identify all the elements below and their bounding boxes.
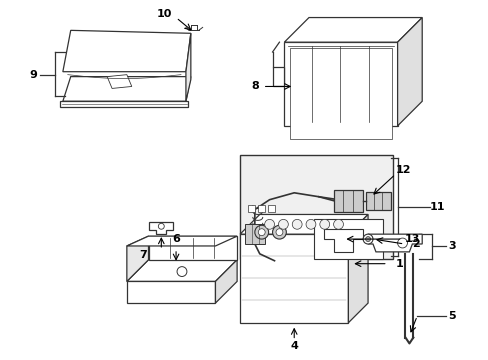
Polygon shape (347, 215, 367, 323)
Circle shape (319, 219, 329, 229)
Polygon shape (290, 48, 391, 139)
Circle shape (305, 219, 315, 229)
Circle shape (363, 234, 372, 244)
Polygon shape (126, 260, 237, 282)
Polygon shape (257, 204, 264, 212)
Polygon shape (185, 33, 190, 101)
Polygon shape (247, 204, 254, 212)
Text: 6: 6 (172, 234, 180, 244)
Circle shape (365, 237, 370, 242)
Polygon shape (284, 42, 397, 126)
Polygon shape (366, 192, 390, 210)
Polygon shape (63, 30, 190, 72)
Polygon shape (397, 18, 421, 126)
Polygon shape (367, 234, 421, 252)
Polygon shape (272, 67, 284, 86)
Polygon shape (126, 282, 215, 303)
Text: 8: 8 (250, 81, 258, 91)
Text: 2: 2 (411, 239, 419, 249)
Polygon shape (60, 101, 187, 107)
Polygon shape (284, 18, 421, 42)
Polygon shape (240, 234, 347, 323)
Circle shape (275, 229, 283, 236)
Circle shape (278, 219, 288, 229)
Polygon shape (244, 224, 264, 244)
Text: 11: 11 (428, 202, 444, 212)
Text: 7: 7 (140, 250, 147, 260)
Circle shape (254, 225, 268, 239)
Text: 13: 13 (404, 234, 419, 244)
Circle shape (158, 223, 164, 229)
Polygon shape (126, 236, 237, 246)
Polygon shape (126, 236, 148, 282)
Polygon shape (267, 204, 274, 212)
Polygon shape (240, 215, 367, 234)
Text: 9: 9 (29, 69, 37, 80)
Circle shape (333, 219, 343, 229)
Text: 4: 4 (290, 341, 298, 351)
Polygon shape (149, 222, 173, 234)
Text: 10: 10 (156, 9, 172, 19)
Text: 5: 5 (447, 311, 455, 321)
Polygon shape (333, 190, 363, 212)
Circle shape (258, 229, 264, 236)
Polygon shape (313, 219, 382, 259)
Circle shape (292, 219, 302, 229)
Polygon shape (148, 236, 237, 260)
Text: 1: 1 (395, 259, 403, 269)
Circle shape (397, 238, 407, 248)
FancyBboxPatch shape (240, 156, 392, 259)
Circle shape (177, 267, 186, 276)
Polygon shape (107, 75, 131, 89)
Polygon shape (215, 260, 237, 303)
Circle shape (272, 225, 286, 239)
Text: 12: 12 (395, 165, 410, 175)
Polygon shape (63, 77, 190, 101)
Circle shape (264, 219, 274, 229)
Polygon shape (323, 229, 363, 252)
Text: 3: 3 (447, 241, 455, 251)
